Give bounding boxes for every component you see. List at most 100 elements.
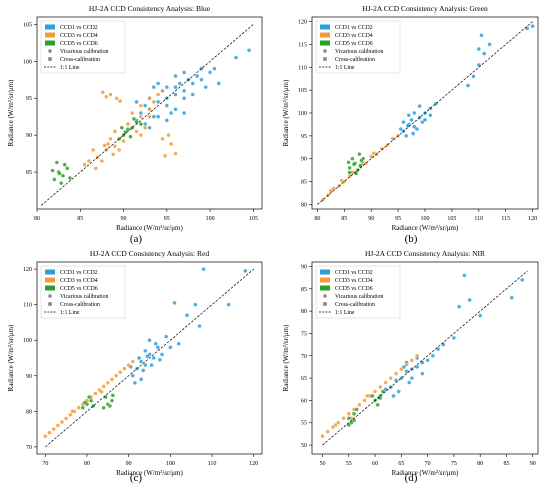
data-point xyxy=(50,168,55,173)
x-tick-label: 80 xyxy=(84,461,90,467)
data-point xyxy=(156,99,161,104)
data-point xyxy=(117,147,122,152)
x-tick-label: 110 xyxy=(208,461,217,467)
legend-marker-square xyxy=(48,302,52,306)
y-axis-label: Radiance (W/m²/sr/μm) xyxy=(282,79,290,146)
data-point xyxy=(176,341,181,346)
legend-box xyxy=(315,265,401,319)
x-tick-label: 105 xyxy=(249,216,258,222)
one-to-one-line xyxy=(41,24,254,206)
data-point xyxy=(101,405,106,410)
data-point xyxy=(328,188,333,193)
data-point xyxy=(134,129,139,134)
one-to-one-line xyxy=(322,270,528,446)
data-point xyxy=(407,380,412,385)
data-point xyxy=(172,300,177,305)
data-point xyxy=(208,70,213,75)
data-point xyxy=(401,364,407,369)
data-point xyxy=(100,90,105,95)
y-tick-label: 65 xyxy=(301,376,307,382)
data-layer xyxy=(41,24,254,206)
data-point xyxy=(104,94,109,99)
y-tick-label: 90 xyxy=(301,157,307,163)
data-point xyxy=(166,133,171,138)
legend-label: CCD1 vs CCD2 xyxy=(335,270,373,276)
legend-marker-square xyxy=(323,57,327,61)
data-point xyxy=(430,353,435,358)
data-point xyxy=(121,139,126,144)
data-point xyxy=(151,99,156,104)
data-point xyxy=(330,425,336,430)
legend-label: CCD1 vs CCD2 xyxy=(335,25,373,31)
data-point xyxy=(43,434,48,439)
data-point xyxy=(147,114,152,119)
data-point xyxy=(377,395,382,400)
data-point xyxy=(412,124,417,129)
y-tick-label: 70 xyxy=(301,354,307,360)
legend-label: CCD5 vs CCD6 xyxy=(335,41,373,47)
data-point xyxy=(143,363,148,368)
legend-label: 1:1 Line xyxy=(60,65,80,71)
data-point xyxy=(147,338,152,343)
data-point xyxy=(51,427,56,432)
legend-label: CCD3 vs CCD4 xyxy=(60,278,98,284)
legend-marker-square xyxy=(323,302,327,306)
legend-marker-circle xyxy=(323,294,327,298)
data-point xyxy=(105,141,110,147)
y-tick-label: 105 xyxy=(23,22,32,28)
legend-swatch xyxy=(320,269,330,275)
data-point xyxy=(109,377,115,382)
data-point xyxy=(420,360,425,365)
legend-box xyxy=(315,20,401,74)
data-point xyxy=(60,173,65,178)
legend-box xyxy=(40,265,126,319)
y-axis-label: Radiance (W/m²/sr/μm) xyxy=(7,79,15,146)
data-point xyxy=(160,136,165,141)
data-point xyxy=(131,116,136,121)
data-layer xyxy=(43,267,254,448)
y-tick-label: 80 xyxy=(301,309,307,315)
data-point xyxy=(86,158,91,164)
legend-label: 1:1 Line xyxy=(335,310,355,316)
data-point xyxy=(357,402,362,407)
data-point xyxy=(143,125,148,130)
data-point xyxy=(118,370,123,375)
data-point xyxy=(99,389,104,394)
x-tick-label: 80 xyxy=(34,216,40,222)
data-point xyxy=(350,156,355,161)
data-point xyxy=(164,85,169,90)
data-point xyxy=(177,81,182,86)
data-point xyxy=(125,122,130,127)
x-tick-label: 80 xyxy=(477,461,483,467)
data-point xyxy=(138,110,143,116)
data-point xyxy=(103,395,108,400)
legend-label: CCD1 vs CCD2 xyxy=(60,25,98,31)
data-point xyxy=(406,113,411,118)
data-point xyxy=(114,373,119,378)
data-point xyxy=(93,391,98,396)
data-point xyxy=(89,398,94,403)
data-point xyxy=(383,387,388,392)
data-point xyxy=(193,302,198,307)
chart-panel-2: HJ-2A CCD Consistency Analysis: Green Rad… xyxy=(282,4,539,245)
legend-label: CCD5 vs CCD6 xyxy=(60,286,98,292)
y-tick-label: 80 xyxy=(301,202,307,208)
legend-swatch xyxy=(45,40,55,46)
y-tick-label: 75 xyxy=(301,331,307,337)
data-point xyxy=(151,114,156,119)
y-tick-label: 80 xyxy=(26,409,32,415)
data-point xyxy=(122,366,127,371)
data-point xyxy=(346,160,351,165)
data-point xyxy=(451,335,456,340)
x-axis-label: Radiance (W/m²/sr/μm) xyxy=(116,224,183,232)
data-point xyxy=(373,389,378,394)
one-to-one-line xyxy=(317,21,533,205)
data-point xyxy=(134,99,139,104)
data-point xyxy=(47,430,52,435)
data-point xyxy=(457,304,462,309)
data-point xyxy=(139,377,144,382)
data-point xyxy=(362,398,367,403)
data-point xyxy=(147,96,152,101)
data-point xyxy=(138,103,143,108)
data-point xyxy=(190,92,195,97)
